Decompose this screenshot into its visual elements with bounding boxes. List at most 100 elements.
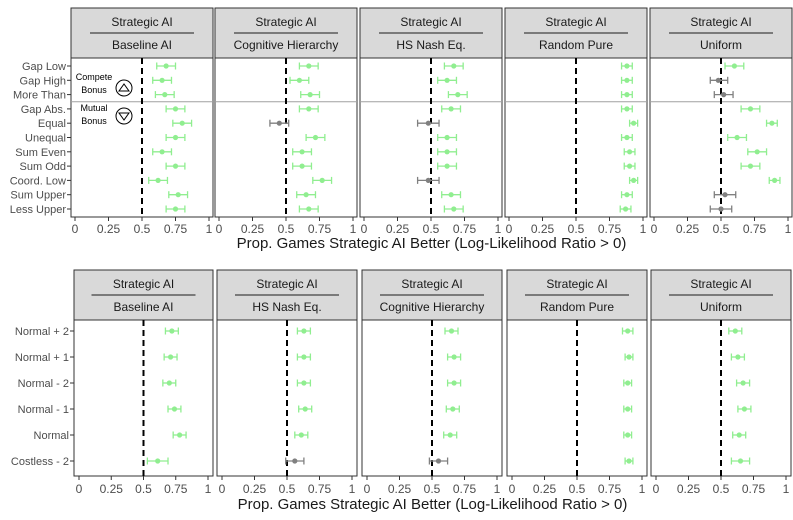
point-estimate	[444, 163, 450, 169]
facet-strip-bottom-label: Random Pure	[540, 300, 614, 314]
point-estimate	[296, 77, 302, 83]
data-point	[443, 205, 464, 213]
point-estimate	[625, 432, 631, 438]
x-tick-label: 1	[349, 482, 356, 496]
y-tick-label: Normal + 1	[15, 352, 69, 364]
x-tick-label: 0.75	[598, 222, 622, 236]
y-tick-label: Equal	[38, 118, 66, 130]
y-tick-label: Sum Upper	[10, 190, 66, 202]
point-estimate	[301, 354, 307, 360]
point-estimate	[624, 106, 630, 112]
point-estimate	[626, 458, 632, 464]
x-axis-label: Prop. Games Strategic AI Better (Log-Lik…	[238, 496, 628, 513]
data-point	[296, 353, 312, 361]
data-point	[768, 176, 781, 184]
x-tick-label: 0	[216, 222, 223, 236]
x-tick-label: 1	[785, 222, 792, 236]
data-point	[154, 91, 175, 99]
point-estimate	[740, 380, 746, 386]
data-point	[713, 91, 734, 99]
data-point	[298, 205, 319, 213]
facet-strip-bottom-label: Random Pure	[539, 38, 613, 52]
x-tick-label: 0.75	[164, 222, 188, 236]
data-point	[168, 191, 189, 199]
y-tick-label: More Than	[13, 90, 66, 102]
data-point	[296, 191, 317, 199]
data-point	[747, 148, 768, 156]
x-tick-label: 1	[495, 222, 502, 236]
data-point	[165, 205, 186, 213]
point-estimate	[747, 106, 754, 112]
x-tick-label: 0.25	[241, 222, 265, 236]
point-estimate	[299, 149, 305, 155]
point-estimate	[303, 192, 309, 198]
facet-strip-top-label: Strategic AI	[545, 15, 606, 29]
point-estimate	[625, 380, 631, 386]
facet-panel: Strategic AI Uniform 0 0.25 0.5 0.75 1	[650, 269, 792, 496]
data-point	[765, 119, 778, 127]
annotation-text: Bonus	[81, 116, 107, 126]
data-point	[443, 62, 464, 70]
point-estimate	[444, 149, 450, 155]
point-estimate	[306, 206, 312, 212]
x-tick-label: 0.75	[742, 482, 766, 496]
point-estimate	[301, 328, 307, 334]
point-estimate	[737, 458, 744, 464]
point-estimate	[769, 120, 775, 126]
data-point	[709, 205, 733, 213]
x-tick-label: 1	[640, 222, 647, 236]
x-tick-label: 0	[364, 482, 371, 496]
data-point	[437, 76, 458, 84]
data-point	[623, 431, 633, 439]
facet-strip-bottom-label: Uniform	[700, 300, 742, 314]
x-tick-label: 1	[206, 222, 213, 236]
y-tick-label: Unequal	[25, 133, 66, 145]
point-estimate	[451, 380, 457, 386]
x-tick-label: 0	[219, 482, 226, 496]
point-estimate	[167, 354, 174, 360]
facet-panel: Strategic AI Cognitive Hierarchy 0 0.25 0.5 0…	[361, 269, 503, 496]
x-tick-label: 0	[653, 482, 660, 496]
point-estimate	[451, 354, 457, 360]
x-tick-label: 0.75	[308, 222, 332, 236]
point-estimate	[627, 149, 633, 155]
point-estimate	[732, 328, 738, 334]
point-estimate	[306, 63, 312, 69]
point-estimate	[447, 432, 453, 438]
y-tick-label: Sum Odd	[20, 161, 66, 173]
facet-strip-top-label: Strategic AI	[113, 277, 174, 291]
data-point	[623, 148, 636, 156]
facet-strip-top-label: Strategic AI	[256, 277, 317, 291]
x-tick-label: 0.75	[308, 482, 332, 496]
data-point	[441, 191, 462, 199]
data-point	[620, 91, 633, 99]
point-estimate	[631, 177, 637, 183]
data-point	[164, 327, 179, 335]
point-estimate	[450, 406, 456, 412]
x-tick-label: 0.25	[386, 222, 410, 236]
x-tick-label: 0.75	[453, 482, 477, 496]
facet-strip-bottom-label: Cognitive Hierarchy	[380, 300, 485, 314]
data-point	[740, 162, 761, 170]
x-tick-label: 0.5	[134, 222, 151, 236]
x-tick-label: 0.5	[424, 482, 441, 496]
data-point	[724, 62, 745, 70]
point-estimate	[735, 354, 741, 360]
data-point	[296, 379, 312, 387]
point-estimate	[425, 177, 431, 183]
point-estimate	[722, 192, 728, 198]
point-estimate	[444, 77, 450, 83]
facet-panel: Strategic AI HS Nash Eq. 0 0.25 0.5 0.75 1	[216, 269, 358, 496]
point-estimate	[172, 106, 179, 112]
triangle-down-circle-icon	[115, 107, 133, 125]
x-axis-label: Prop. Games Strategic AI Better (Log-Lik…	[237, 235, 627, 252]
point-estimate	[626, 354, 632, 360]
point-estimate	[624, 63, 630, 69]
facet-strip-top-label: Strategic AI	[255, 15, 316, 29]
x-tick-label: 0	[361, 222, 368, 236]
point-estimate	[448, 328, 455, 334]
data-point	[443, 431, 458, 439]
point-estimate	[631, 120, 637, 126]
